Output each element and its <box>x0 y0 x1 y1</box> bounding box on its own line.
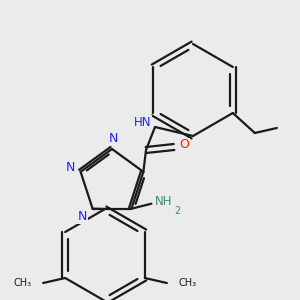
Text: O: O <box>179 139 189 152</box>
Text: CH₃: CH₃ <box>179 278 197 288</box>
Text: NH: NH <box>154 195 172 208</box>
Text: CH₃: CH₃ <box>13 278 31 288</box>
Text: N: N <box>66 161 75 174</box>
Text: N: N <box>78 210 87 223</box>
Text: HN: HN <box>134 116 152 128</box>
Text: N: N <box>108 133 118 146</box>
Text: 2: 2 <box>174 206 181 216</box>
